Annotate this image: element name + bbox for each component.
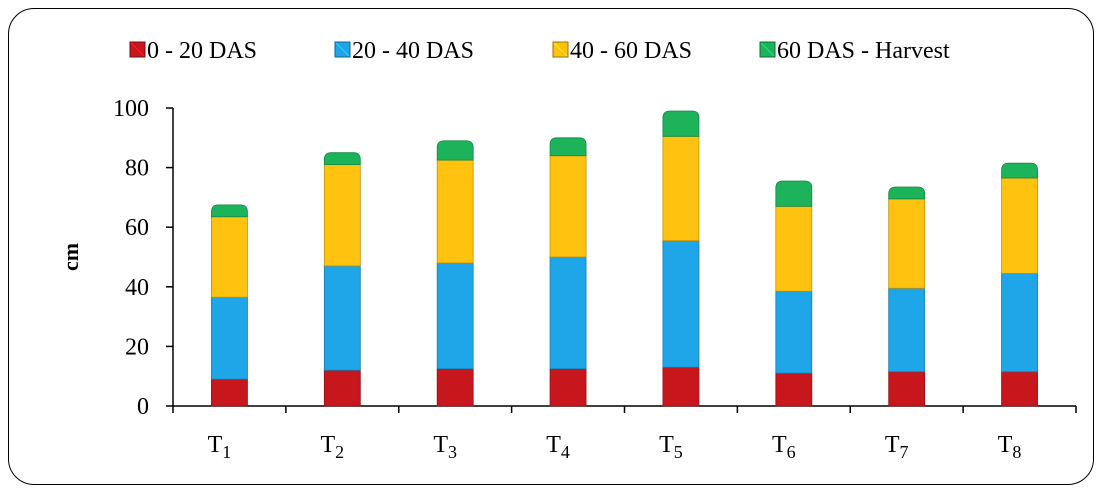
bar-segment-20-40-das	[211, 296, 248, 380]
bar-segment-20-40-das	[662, 240, 700, 368]
bar-stack-t2	[323, 152, 361, 407]
bars	[211, 110, 1038, 407]
y-tick-label: 60	[125, 215, 149, 241]
y-axis-label: cm	[58, 243, 83, 271]
legend-item-0-20-das: 0 - 20 DAS	[129, 38, 257, 64]
chart-frame	[8, 8, 1094, 485]
bar-segment-20-40-das	[436, 262, 474, 370]
bar-segment-0-20-das	[888, 371, 926, 407]
x-tick-label: T5	[659, 432, 683, 462]
bar-segment-0-20-das	[436, 368, 474, 407]
y-tick-labels: 0 20 40 60 80 100	[113, 96, 149, 420]
legend-label: 40 - 60 DAS	[570, 38, 692, 64]
bar-segment-40-60-das	[323, 164, 361, 267]
bar-segment-20-40-das	[888, 287, 926, 373]
bar-stack-t6	[775, 180, 813, 407]
y-tick-label: 100	[113, 96, 149, 122]
bar-segment-20-40-das	[549, 256, 587, 370]
bar-stack-t8	[1001, 162, 1038, 407]
y-tick-label: 80	[125, 156, 149, 182]
legend-item-40-60-das: 40 - 60 DAS	[552, 38, 692, 64]
bar-segment-60-das-harvest	[436, 140, 474, 161]
bar-segment-60-das-harvest	[1001, 162, 1038, 179]
x-tick-label: T2	[320, 432, 344, 462]
bar-segment-0-20-das	[549, 368, 587, 407]
x-tick-label: T4	[546, 432, 570, 462]
bar-stack-t5	[662, 110, 700, 407]
bar-segment-0-20-das	[211, 378, 248, 407]
bar-segment-0-20-das	[323, 369, 361, 407]
bar-segment-20-40-das	[775, 290, 813, 374]
bar-segment-60-das-harvest	[549, 137, 587, 157]
x-tick-label: T8	[998, 432, 1022, 462]
legend-swatch-shine	[760, 42, 775, 57]
bar-segment-40-60-das	[211, 216, 248, 298]
bar-segment-20-40-das	[1001, 272, 1038, 373]
bar-segment-60-das-harvest	[323, 152, 361, 166]
bar-segment-0-20-das	[662, 366, 700, 407]
legend-label: 60 DAS - Harvest	[777, 38, 950, 64]
bar-segment-60-das-harvest	[662, 110, 700, 137]
x-tick-label: T7	[885, 432, 909, 462]
bar-segment-60-das-harvest	[211, 204, 248, 218]
bar-segment-20-40-das	[323, 265, 361, 371]
legend-label: 20 - 40 DAS	[352, 38, 474, 64]
bar-stack-t4	[549, 137, 587, 407]
x-tick-label: T3	[433, 432, 457, 462]
legend-item-60-das-harvest: 60 DAS - Harvest	[759, 38, 950, 64]
x-tick-label: T6	[772, 432, 796, 462]
bar-segment-40-60-das	[1001, 177, 1038, 274]
bar-segment-40-60-das	[888, 198, 926, 289]
legend-swatch-shine	[130, 42, 145, 57]
bar-segment-60-das-harvest	[888, 186, 926, 200]
bar-segment-60-das-harvest	[775, 180, 813, 207]
bar-segment-0-20-das	[1001, 371, 1038, 407]
bar-stack-t7	[888, 186, 926, 407]
x-tick-label: T1	[208, 432, 232, 462]
y-tick-label: 0	[137, 394, 149, 420]
bar-segment-40-60-das	[436, 159, 474, 264]
bar-segment-0-20-das	[775, 372, 813, 407]
y-tick-label: 40	[125, 275, 149, 301]
y-tick-label: 20	[125, 334, 149, 360]
bar-segment-40-60-das	[549, 155, 587, 258]
bar-stack-t3	[436, 140, 474, 407]
legend-item-20-40-das: 20 - 40 DAS	[334, 38, 474, 64]
bar-segment-40-60-das	[662, 135, 700, 242]
bar-segment-40-60-das	[775, 205, 813, 292]
legend-swatch-shine	[553, 42, 568, 57]
bar-stack-t1	[211, 204, 248, 407]
axes	[166, 107, 1077, 413]
legend-label: 0 - 20 DAS	[147, 38, 257, 64]
legend-swatch-shine	[335, 42, 350, 57]
legend: 0 - 20 DAS 20 - 40 DAS 40 - 60 DAS 60 DAS -…	[129, 38, 950, 64]
x-tick-labels: T1 T2 T3 T4 T5 T6 T7 T8	[208, 432, 1022, 462]
